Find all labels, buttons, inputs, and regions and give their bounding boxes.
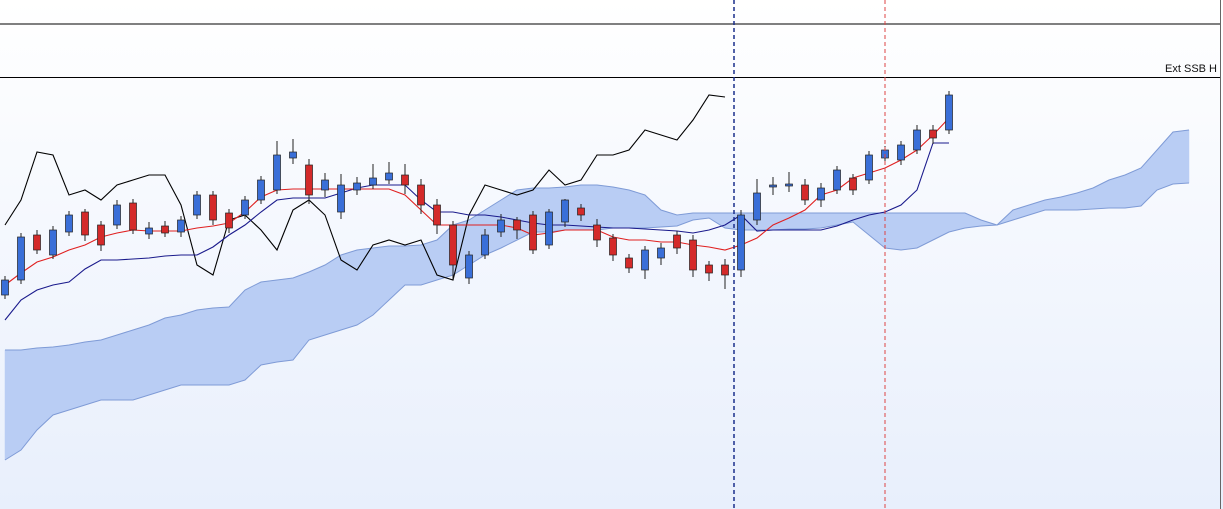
candle-body [145, 227, 153, 235]
cloud-segment [420, 239, 438, 286]
candle-body [785, 183, 793, 187]
candle-body [561, 199, 569, 223]
candle-body [705, 264, 713, 274]
candle-body [81, 211, 89, 236]
cloud-segment [100, 334, 118, 401]
candle-body [433, 204, 441, 226]
candle-body [305, 164, 313, 196]
candle-body [513, 219, 521, 231]
candle-body [177, 219, 185, 233]
candle-body [129, 202, 137, 231]
candle-body [497, 219, 505, 233]
candle-body [449, 224, 457, 266]
candle-body [273, 154, 281, 191]
candle-body [609, 237, 617, 256]
candle-body [193, 194, 201, 216]
cloud-segment [884, 212, 902, 251]
cloud-segment [180, 309, 198, 386]
candle-body [337, 184, 345, 213]
candle-body [737, 214, 745, 271]
candle-body [417, 184, 425, 206]
candle-body [481, 234, 489, 256]
cloud-segment [356, 247, 374, 326]
cloud-segment [148, 317, 166, 396]
candle-body [113, 204, 121, 226]
cloud-segment [276, 277, 294, 363]
annotation: Ext SSB H [1165, 63, 1217, 75]
cloud-segment [788, 212, 806, 230]
cloud-segment [596, 184, 614, 231]
cloud-segment [404, 244, 422, 286]
cloud-segment [244, 281, 262, 381]
candle-body [241, 199, 249, 216]
cloud-segment [612, 186, 630, 229]
candle-body [257, 179, 265, 201]
candle-body [529, 214, 537, 251]
cloud-segment [196, 307, 214, 386]
candle-body [801, 184, 809, 201]
candle-body [49, 229, 57, 256]
cloud-edge [5, 129, 1190, 351]
cloud-segment [4, 349, 22, 461]
candle-body [209, 194, 217, 221]
cloud-segment [212, 306, 230, 386]
candle-body [97, 224, 105, 246]
candle-body [33, 234, 41, 251]
cloud-segment [260, 279, 278, 366]
candle-body [945, 94, 953, 131]
cloud-segment [116, 329, 134, 401]
candle-body [817, 187, 825, 201]
cloud-segment [324, 254, 342, 336]
candle-body [289, 151, 297, 159]
candle-body [1, 279, 9, 296]
candle-body [401, 174, 409, 186]
indicator-line [4, 142, 949, 321]
candle-body [385, 172, 393, 181]
candle-body [833, 169, 841, 191]
candle-body [161, 225, 169, 234]
candle-body [641, 249, 649, 271]
candle-body [17, 236, 25, 281]
cloud-segment [84, 339, 102, 406]
cloud-segment [804, 212, 822, 230]
candle-body [657, 247, 665, 259]
candle-body [545, 211, 553, 246]
cloud-segment [580, 184, 598, 231]
candle-body [769, 184, 777, 188]
cloud-segment [900, 212, 918, 251]
candle-body [929, 129, 937, 139]
candle-body [369, 177, 377, 186]
candle-body [753, 192, 761, 221]
candle-body [353, 182, 361, 191]
cloud-segment [308, 264, 326, 341]
cloud-segment [52, 344, 70, 416]
candle-body [625, 257, 633, 269]
cloud-segment [132, 324, 150, 401]
candle-body [865, 154, 873, 181]
cloud-segment [1172, 129, 1190, 185]
candle-body [897, 144, 905, 161]
candle-body [593, 224, 601, 241]
candle-body [465, 254, 473, 279]
cloud-segment [1108, 174, 1126, 209]
candle-body [721, 264, 729, 276]
candle-body [577, 207, 585, 216]
candle-body [673, 234, 681, 249]
candle-body [65, 214, 73, 233]
candle-body [913, 129, 921, 151]
candle-body [689, 239, 697, 271]
cloud-segment [164, 314, 182, 391]
plot-area [1, 91, 1190, 461]
cloud-segment [68, 341, 86, 411]
indicator-line [4, 94, 726, 281]
candle-body [321, 179, 329, 191]
candle-body [849, 177, 857, 191]
candle-body [225, 212, 233, 229]
cloud-segment [628, 189, 646, 229]
